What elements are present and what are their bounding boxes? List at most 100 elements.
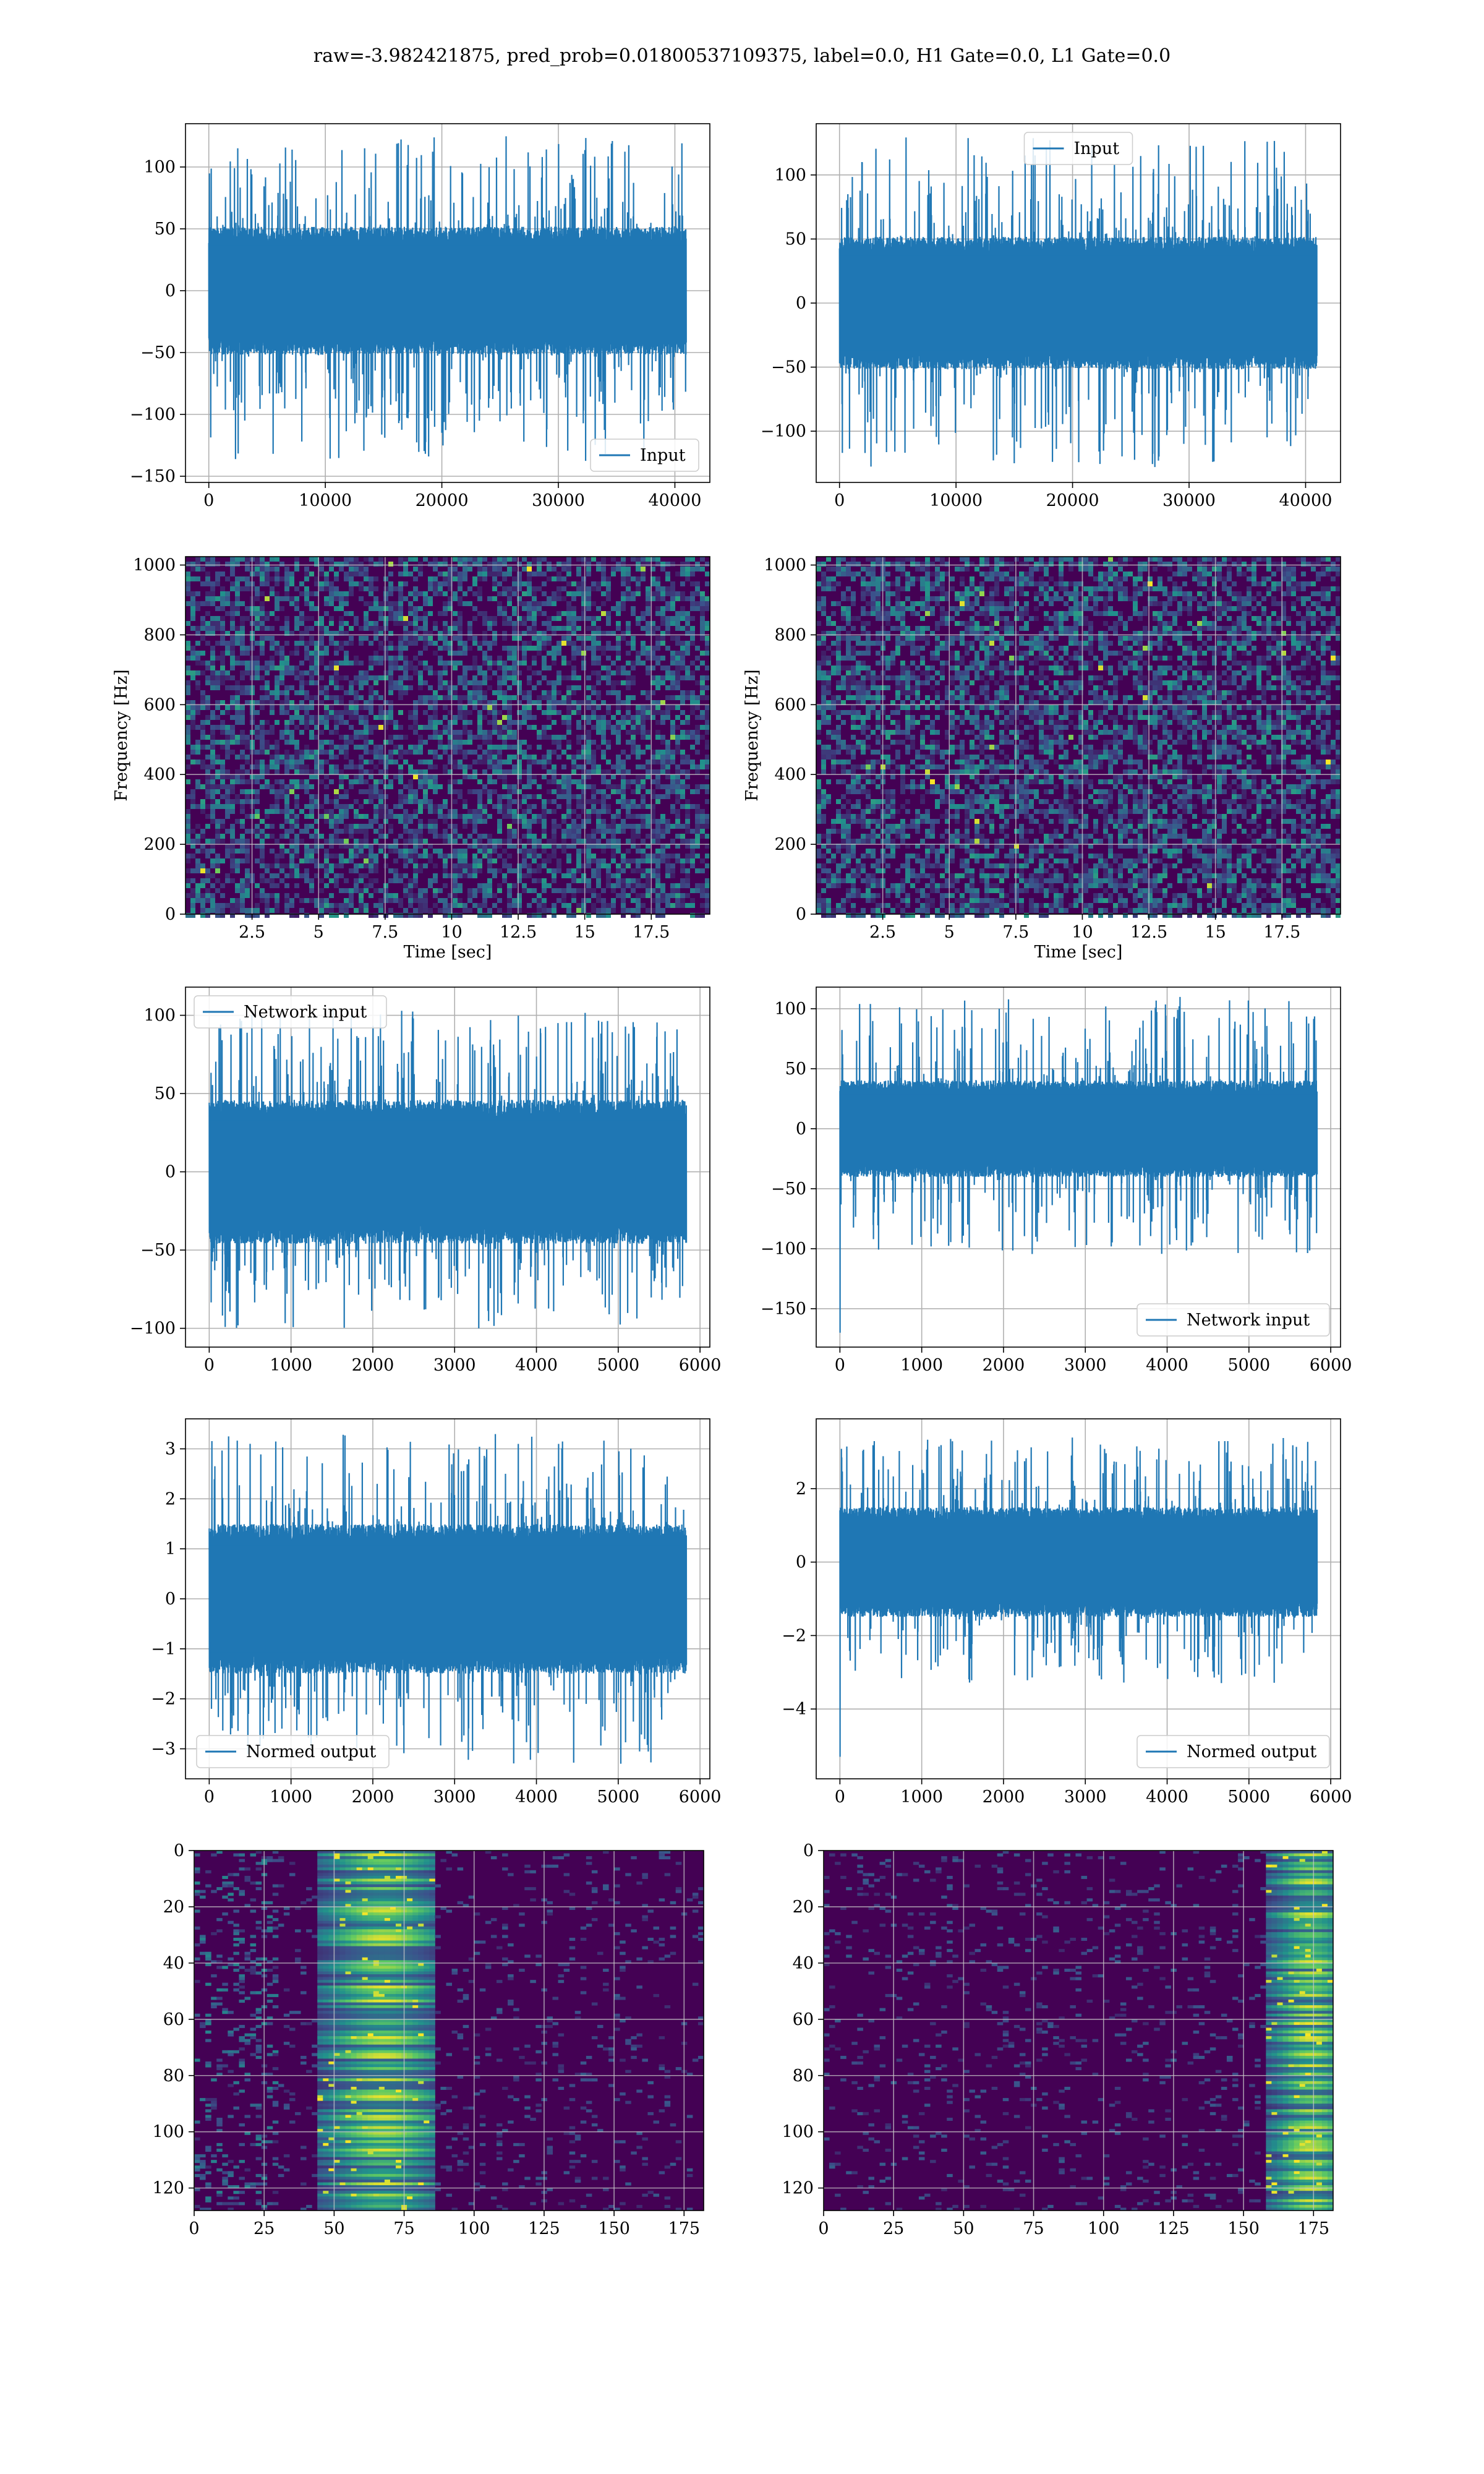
heatmap-cell	[477, 883, 482, 888]
heatmap-cell	[200, 601, 205, 606]
heatmap-cell	[299, 908, 304, 913]
heatmap-cell	[675, 591, 680, 596]
heatmap-cell	[467, 873, 472, 878]
heatmap-cell	[329, 710, 334, 715]
heatmap-cell	[477, 903, 482, 908]
heatmap-cell	[260, 849, 265, 854]
heatmap-cell	[532, 621, 537, 626]
heatmap-cell	[660, 641, 665, 646]
heatmap-cell	[705, 601, 710, 606]
heatmap-cell	[334, 903, 339, 908]
heatmap-cell	[284, 720, 289, 725]
heatmap-cell	[230, 675, 235, 680]
heatmap-cell	[453, 888, 458, 893]
heatmap-cell	[700, 685, 705, 690]
heatmap-cell	[324, 601, 329, 606]
heatmap-cell	[591, 557, 596, 562]
heatmap-cell	[260, 591, 265, 596]
heatmap-cell	[364, 854, 369, 858]
heatmap-cell	[675, 695, 680, 700]
heatmap-cell	[378, 760, 383, 764]
heatmap-cell	[660, 611, 665, 616]
heatmap-cell	[265, 834, 270, 839]
heatmap-cell	[339, 710, 344, 715]
heatmap-cell	[556, 616, 561, 621]
heatmap-cell	[334, 685, 339, 690]
heatmap-cell	[403, 670, 408, 675]
heatmap-cell	[566, 557, 571, 562]
heatmap-cell	[566, 809, 571, 814]
heatmap-cell	[1222, 581, 1227, 586]
heatmap-cell	[532, 636, 537, 641]
heatmap-cell	[522, 710, 527, 715]
heatmap-cell	[364, 735, 369, 740]
heatmap-cell	[646, 893, 650, 898]
heatmap-cell	[364, 799, 369, 804]
heatmap-cell	[497, 666, 502, 670]
heatmap-cell	[482, 888, 487, 893]
heatmap-cell	[359, 873, 364, 878]
heatmap-cell	[1088, 557, 1093, 562]
heatmap-cell	[1182, 567, 1187, 571]
heatmap-cell	[522, 690, 527, 695]
heatmap-cell	[532, 760, 537, 764]
heatmap-cell	[275, 799, 279, 804]
heatmap-cell	[527, 774, 532, 779]
heatmap-cell	[205, 769, 210, 774]
heatmap-cell	[581, 898, 586, 903]
heatmap-cell	[275, 873, 279, 878]
heatmap-cell	[1237, 557, 1242, 562]
heatmap-cell	[472, 750, 477, 755]
heatmap-cell	[940, 576, 945, 581]
heatmap-cell	[841, 571, 846, 576]
x-tick-label: 7.5	[372, 923, 398, 942]
heatmap-cell	[304, 586, 309, 591]
heatmap-cell	[547, 601, 552, 606]
heatmap-cell	[665, 621, 670, 626]
heatmap-cell	[522, 854, 527, 858]
heatmap-cell	[255, 641, 260, 646]
heatmap-cell	[1222, 557, 1227, 562]
heatmap-cell	[675, 883, 680, 888]
heatmap-cell	[660, 720, 665, 725]
heatmap-cell	[472, 893, 477, 898]
heatmap-cell	[561, 611, 566, 616]
heatmap-cell	[492, 755, 497, 760]
heatmap-cell	[433, 670, 438, 675]
heatmap-cell	[646, 883, 650, 888]
heatmap-cell	[453, 690, 458, 695]
heatmap-cell	[453, 626, 458, 631]
heatmap-cell	[235, 774, 240, 779]
heatmap-cell	[270, 636, 275, 641]
heatmap-cell	[586, 814, 591, 819]
heatmap-cell	[675, 641, 680, 646]
heatmap-cell	[861, 576, 866, 581]
heatmap-cell	[561, 735, 566, 740]
heatmap-cell	[591, 646, 596, 651]
heatmap-cell	[631, 814, 636, 819]
heatmap-cell	[275, 809, 279, 814]
heatmap-cell	[443, 636, 448, 641]
heatmap-cell	[359, 567, 364, 571]
heatmap-cell	[319, 675, 324, 680]
heatmap-cell	[186, 834, 190, 839]
heatmap-cell	[487, 730, 492, 735]
heatmap-cell	[700, 675, 705, 680]
heatmap-cell	[1083, 567, 1088, 571]
heatmap-cell	[646, 621, 650, 626]
heatmap-cell	[705, 730, 710, 735]
series-band	[840, 256, 1317, 351]
heatmap-cell	[299, 779, 304, 784]
heatmap-cell	[438, 740, 443, 745]
heatmap-cell	[398, 774, 403, 779]
heatmap-cell	[616, 636, 621, 641]
heatmap-cell	[443, 606, 448, 611]
heatmap-cell	[190, 745, 195, 750]
heatmap-cell	[443, 695, 448, 700]
heatmap-cell	[655, 750, 660, 755]
heatmap-cell	[512, 789, 517, 794]
heatmap-cell	[660, 834, 665, 839]
heatmap-cell	[364, 680, 369, 685]
heatmap-cell	[1044, 562, 1049, 567]
heatmap-cell	[641, 725, 646, 730]
